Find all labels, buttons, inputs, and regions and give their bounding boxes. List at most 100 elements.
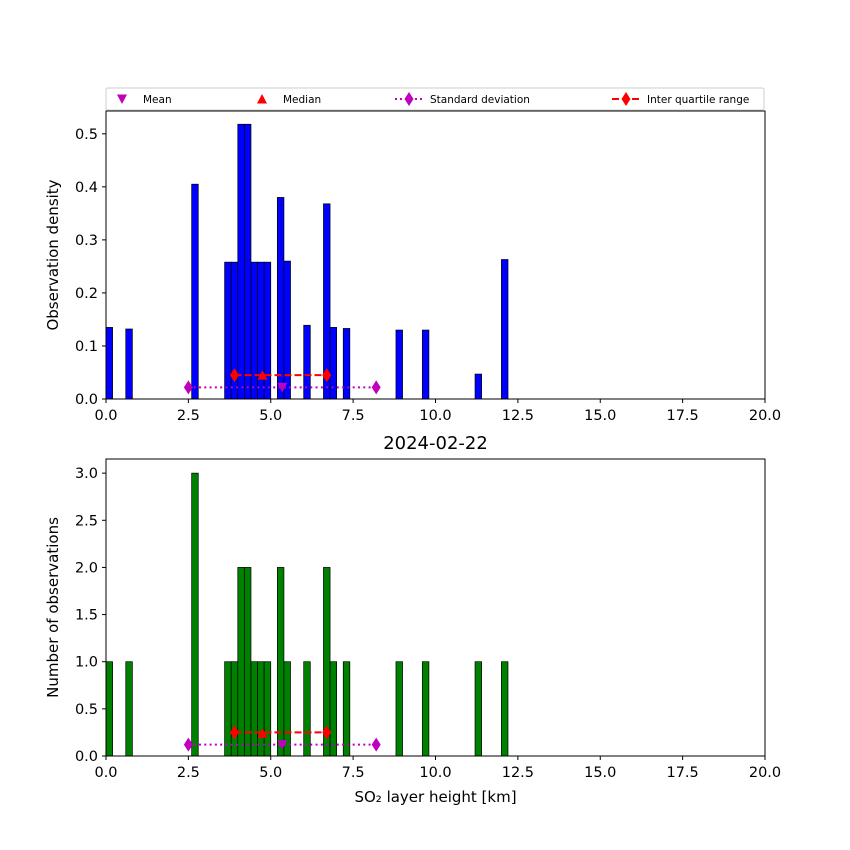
iqr-marker (322, 725, 332, 740)
bar (125, 328, 133, 400)
bar (501, 259, 509, 400)
iqr-marker (230, 368, 240, 383)
y-axis: 0.0 0.1 0.2 0.3 0.4 0.5 (75, 127, 106, 408)
x-tick-label: 12.5 (502, 408, 534, 424)
mean-marker (277, 382, 288, 393)
x-tick-label: 2.5 (177, 408, 200, 424)
bar (237, 567, 245, 757)
y-tick-label: 2.0 (75, 560, 98, 576)
bar (263, 661, 272, 757)
y-tick-label: 0.2 (75, 286, 98, 302)
bar (244, 567, 252, 757)
bar (421, 329, 430, 400)
x-axis: 0.0 2.5 5.0 7.5 10.0 12.5 15.0 17.5 20.0 (94, 756, 781, 781)
x-tick-label: 5.0 (259, 408, 282, 424)
y-tick-label: 1.0 (75, 655, 98, 671)
legend-marker (117, 94, 127, 104)
y-axis: 0.0 0.5 1.0 1.5 2.0 2.5 3.0 (75, 466, 106, 765)
count-plot: 0.0 2.5 5.0 7.5 10.0 12.5 15.0 17.5 20.0 0.0 0.5 1.… (44, 433, 781, 806)
bar (501, 661, 509, 757)
x-tick-label: 20.0 (749, 408, 781, 424)
x-tick-label: 15.0 (584, 408, 616, 424)
y-tick-label: 0.1 (75, 339, 98, 355)
density-plot: 0.0 2.5 5.0 7.5 10.0 12.5 15.0 17.5 20.00.00.10.… (44, 110, 781, 424)
stats-markers (183, 725, 381, 752)
bar (191, 183, 199, 400)
bar (283, 260, 291, 400)
legend-label: Median (283, 94, 321, 106)
bar (125, 661, 133, 757)
axes-frame (105, 110, 766, 400)
mean-marker (277, 740, 288, 750)
x-tick-label: 5.0 (259, 765, 282, 781)
legend-entry: Median (257, 94, 321, 106)
x-tick-label: 17.5 (666, 765, 698, 781)
bar (276, 197, 285, 400)
bar (224, 261, 232, 400)
x-tick-label: 0.0 (94, 765, 117, 781)
bar (257, 661, 265, 757)
x-tick-label: 7.5 (342, 408, 365, 424)
median-marker (257, 370, 268, 380)
bar (191, 472, 199, 757)
bar (105, 327, 113, 400)
chart-title: 2024-02-22 (383, 433, 488, 454)
legend-label: Inter quartile range (647, 94, 749, 106)
x-axis: 0.0 2.5 5.0 7.5 10.0 12.5 15.0 17.5 20.0 (94, 399, 781, 424)
bar (250, 661, 258, 757)
bar (342, 661, 351, 757)
legend-entry: Mean (117, 94, 172, 106)
x-tick-label: 20.0 (749, 765, 781, 781)
y-tick-label: 0.0 (75, 749, 98, 765)
iqr-marker (322, 368, 332, 383)
bars (105, 123, 509, 400)
x-tick-label: 2.5 (177, 765, 200, 781)
iqr-marker (230, 725, 240, 740)
x-tick-label: 12.5 (502, 765, 534, 781)
legend-entry: Inter quartile range (612, 92, 749, 106)
std-marker (371, 737, 381, 752)
stats-markers (183, 368, 381, 395)
bars (105, 472, 509, 757)
bar (303, 324, 311, 400)
legend-label: Standard deviation (430, 94, 530, 106)
y-tick-label: 1.5 (75, 608, 98, 624)
y-axis-label: Number of observations (44, 517, 62, 698)
x-tick-label: 10.0 (419, 765, 451, 781)
x-tick-label: 15.0 (584, 765, 616, 781)
axes-frame (105, 458, 766, 757)
bar (237, 123, 245, 400)
legend-box (105, 87, 765, 111)
y-tick-label: 0.5 (75, 127, 98, 143)
y-tick-label: 0.0 (75, 392, 98, 408)
y-axis-label: Observation density (44, 179, 62, 330)
bar (329, 661, 337, 757)
bar (474, 373, 482, 400)
y-tick-label: 0.4 (75, 180, 98, 196)
bar (105, 661, 113, 757)
x-tick-label: 10.0 (419, 408, 451, 424)
bar (395, 661, 403, 757)
legend: Mean Median Standard deviation Inter quarti… (105, 87, 765, 111)
x-tick-label: 0.0 (94, 408, 117, 424)
bar (276, 567, 285, 757)
bar (303, 661, 311, 757)
bar (230, 661, 239, 757)
bar (244, 123, 252, 400)
bar (342, 328, 351, 400)
std-marker (371, 380, 381, 395)
y-tick-label: 0.3 (75, 233, 98, 249)
bar (224, 661, 232, 757)
bar (395, 329, 403, 400)
bar (474, 661, 482, 757)
y-tick-label: 0.5 (75, 702, 98, 718)
x-tick-label: 7.5 (342, 765, 365, 781)
std-marker (183, 737, 193, 752)
median-marker (257, 728, 268, 738)
legend-marker (404, 92, 414, 106)
x-axis-label: SO₂ layer height [km] (354, 788, 516, 806)
legend-marker (621, 92, 631, 106)
bar (421, 661, 430, 757)
legend-label: Mean (143, 94, 172, 106)
legend-entry: Standard deviation (395, 92, 530, 106)
